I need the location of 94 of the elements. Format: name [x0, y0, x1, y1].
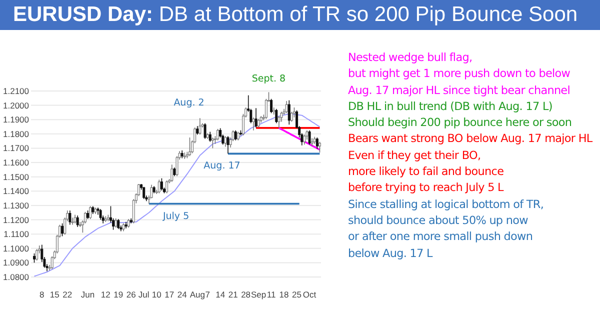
x-tick-label: 14 [216, 290, 226, 300]
candlestick [224, 136, 227, 148]
annotation: Sept. 8 [252, 74, 286, 85]
y-tick-label: 1.1100 [4, 229, 30, 240]
y-tick-label: 1.1600 [3, 158, 30, 168]
line-series [278, 127, 321, 151]
candlestick [275, 108, 278, 124]
candlestick [160, 178, 163, 191]
candlestick [264, 98, 268, 120]
text: should bounce about 50% up now [348, 212, 529, 229]
y-tick-label: 1.2100 [3, 86, 30, 96]
y-tick-label: 1.0900 [3, 258, 30, 268]
y-tick-label: 1.1000 [3, 243, 30, 254]
x-tick-label: Jul [138, 290, 150, 300]
candlestick [316, 137, 318, 150]
candlestick [117, 218, 120, 230]
x-tick-label: 21 [228, 290, 238, 300]
candlestick [158, 179, 160, 194]
y-tick-label: 1.1800 [3, 128, 30, 139]
x-tick-label: 8 [40, 290, 45, 300]
text: Should begin 200 pip bounce here or soon [348, 115, 573, 132]
candlestick [211, 137, 214, 149]
chart-title: EURUSD Day: DB at Bottom of TR so 200 Pip Bounce Soon [0, 0, 600, 30]
candlestick [270, 98, 273, 114]
x-tick-label: Aug [190, 290, 206, 300]
candlestick [68, 210, 72, 226]
text: but might get 1 more push down to below [348, 66, 572, 82]
candlestick [216, 128, 220, 141]
candlestick [252, 117, 255, 131]
candlestick [303, 134, 306, 146]
x-tick-label: 18 [279, 290, 290, 300]
candlestick [99, 208, 102, 220]
x-tick-label: Oct [302, 290, 317, 300]
text: Bears want strong BO below Aug. 17 major HL [348, 131, 592, 148]
text: below Aug. 17 L [348, 246, 434, 262]
candlestick [308, 130, 311, 146]
x-tick-label: 28 [241, 290, 251, 300]
candlestick [61, 222, 64, 237]
candlestick [285, 100, 288, 114]
x-tick-label: Sep [250, 290, 266, 300]
x-tick-label: 24 [177, 290, 188, 300]
x-tick-label: 25 [292, 290, 302, 300]
candlestick [254, 108, 258, 128]
candlestick [36, 248, 38, 261]
candlestick [198, 118, 202, 136]
annotation: Aug. 17 [204, 160, 240, 172]
text: before trying to reach July 5 L [348, 180, 505, 196]
text: Since stalling at logical bottom of TR, [348, 196, 545, 213]
x-tick-label: 17 [164, 290, 174, 300]
x-tick-label: 22 [62, 290, 72, 300]
y-tick-label: 1.1200 [3, 214, 30, 225]
y-tick-label: 1.1400 [3, 186, 30, 196]
candlestick [226, 136, 230, 154]
text: or after one more small push down [348, 229, 534, 246]
x-tick-label: 26 [126, 290, 136, 300]
annotation: Aug. 2 [174, 98, 204, 108]
x-tick-label: 10 [152, 290, 162, 300]
text: Nested wedge bull flag, [348, 50, 474, 66]
x-tick-label: 15 [50, 290, 60, 300]
candlestick [33, 252, 36, 264]
candlestick [310, 138, 314, 146]
text: more likely to fail and bounce [348, 164, 505, 180]
candlestick [234, 130, 237, 141]
candlestick [142, 186, 146, 200]
x-tick-label: 7 [205, 290, 210, 300]
candlestick [204, 122, 206, 140]
candlestick [290, 111, 293, 122]
y-tick-label: 1.1300 [3, 200, 30, 210]
y-tick-label: 1.1900 [3, 114, 30, 125]
x-tick-label: 19 [114, 290, 124, 300]
candlestick [89, 206, 92, 220]
candlestick [292, 107, 296, 118]
y-tick-label: 1.2000 [3, 100, 30, 110]
y-tick-label: 1.0800 [3, 272, 30, 282]
text: DB HL in bull trend (DB with Aug. 17 L) [348, 98, 554, 115]
candlestick [188, 137, 191, 156]
candlestick [76, 215, 79, 228]
candlestick [71, 217, 74, 226]
candlestick [278, 116, 280, 129]
candlestick [288, 100, 290, 126]
y-tick-label: 1.1500 [3, 172, 30, 182]
text: Even if they get their BO, [348, 148, 482, 164]
candlestick [318, 141, 321, 153]
x-tick-label: 11 [266, 290, 276, 300]
x-tick-label: 12 [100, 290, 111, 300]
candlestick [208, 131, 212, 142]
y-tick-label: 1.1700 [3, 143, 30, 154]
x-tick-label: Jun [80, 290, 95, 300]
candlestick [114, 218, 118, 228]
candlestick [170, 164, 174, 182]
candlestick [306, 130, 308, 140]
text: Aug. 17 major HL since tight bear channel [348, 82, 571, 99]
annotation: July 5 [162, 211, 190, 222]
candlestick [166, 180, 168, 194]
